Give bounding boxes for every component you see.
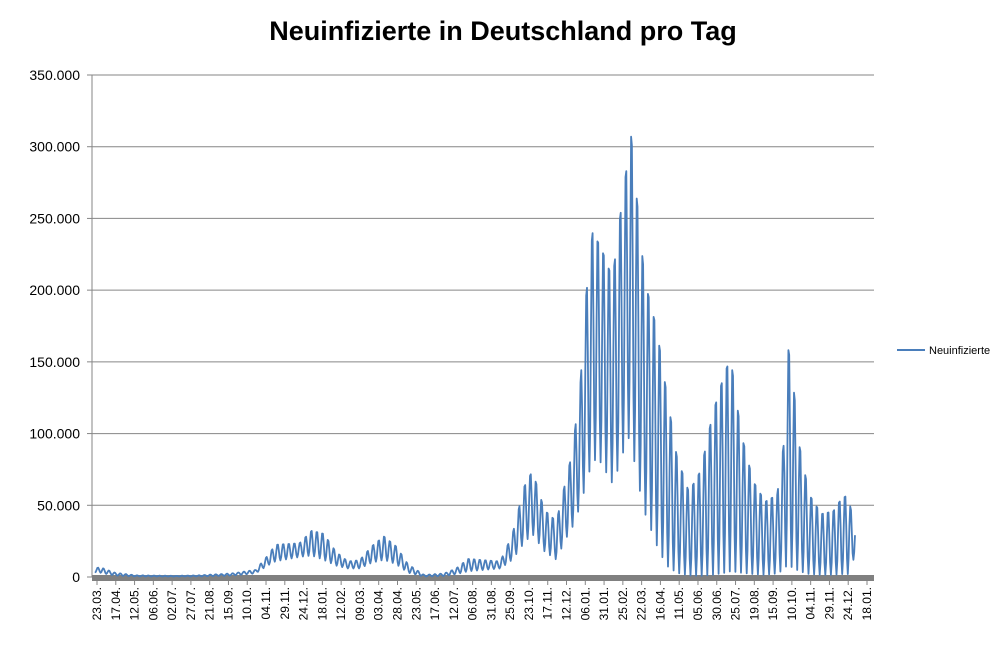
y-tick-label: 50.000 bbox=[37, 497, 80, 513]
gridlines bbox=[92, 74, 874, 506]
y-tick-label: 300.000 bbox=[29, 139, 80, 155]
x-tick-label: 03.04. bbox=[372, 587, 386, 620]
x-tick-label: 12.02. bbox=[334, 587, 348, 620]
x-tick-label: 24.12. bbox=[297, 587, 311, 620]
x-tick-label: 12.07. bbox=[447, 587, 461, 620]
x-tick-label: 23.10. bbox=[522, 587, 536, 620]
x-tick-label: 10.10. bbox=[240, 587, 254, 620]
plot-background bbox=[92, 75, 874, 577]
y-tick-label: 350.000 bbox=[29, 67, 80, 83]
x-tick-label: 19.08. bbox=[747, 587, 761, 620]
x-tick-label: 23.03. bbox=[90, 587, 104, 620]
y-tick-label: 200.000 bbox=[29, 282, 80, 298]
x-tick-label: 04.11. bbox=[259, 587, 273, 619]
y-tick-label: 150.000 bbox=[29, 354, 80, 370]
series-line-neuinfizierte bbox=[94, 135, 856, 578]
x-tick-label: 25.02. bbox=[616, 587, 630, 620]
x-tick-label: 21.08. bbox=[203, 587, 217, 620]
x-tick-label: 16.04. bbox=[653, 587, 667, 620]
x-tick-label: 30.06. bbox=[710, 587, 724, 620]
y-tick-label: 100.000 bbox=[29, 426, 80, 442]
x-tick-label: 02.07. bbox=[165, 587, 179, 620]
x-tick-label: 17.06. bbox=[428, 587, 442, 620]
x-axis: 23.03. 17.04. 12.05. 06.06. 02.07. 27.07. 21.0… bbox=[90, 575, 874, 620]
x-tick-label: 09.03. bbox=[353, 587, 367, 620]
x-tick-label: 12.12. bbox=[560, 587, 574, 620]
x-tick-label: 05.06. bbox=[691, 587, 705, 620]
x-tick-label: 25.07. bbox=[729, 587, 743, 620]
x-tick-label: 22.03. bbox=[635, 587, 649, 620]
x-tick-label: 27.07. bbox=[184, 587, 198, 620]
chart-title: Neuinfizierte in Deutschland pro Tag bbox=[269, 16, 737, 46]
y-tick-label: 0 bbox=[72, 569, 80, 585]
legend-label: Neuinfizierte bbox=[929, 345, 990, 357]
y-tick-label: 250.000 bbox=[29, 210, 80, 226]
x-tick-label: 25.09. bbox=[503, 587, 517, 620]
x-tick-label: 29.11. bbox=[822, 587, 836, 619]
series-layer bbox=[94, 135, 856, 578]
x-tick-label: 31.08. bbox=[484, 587, 498, 620]
x-tick-label: 29.11. bbox=[278, 587, 292, 619]
x-tick-label: 17.04. bbox=[109, 587, 123, 620]
x-tick-label: 28.04. bbox=[390, 587, 404, 620]
x-axis-line bbox=[92, 575, 874, 581]
x-tick-label: 06.01. bbox=[578, 587, 592, 620]
x-tick-label: 31.01. bbox=[597, 587, 611, 620]
x-tick-label: 17.11. bbox=[541, 587, 555, 619]
x-tick-label: 04.11. bbox=[804, 587, 818, 619]
x-tick-label: 12.05. bbox=[128, 587, 142, 620]
x-tick-label: 06.08. bbox=[466, 587, 480, 620]
x-tick-label: 18.01. bbox=[860, 587, 874, 620]
x-tick-label: 15.09. bbox=[221, 587, 235, 620]
x-tick-label: 06.06. bbox=[146, 587, 160, 620]
y-axis: 0 50.000 100.000 150.000 200.000 250.000 300.0… bbox=[29, 67, 93, 585]
x-tick-label: 15.09. bbox=[766, 587, 780, 620]
legend: Neuinfizierte bbox=[897, 345, 990, 357]
x-tick-label: 23.05. bbox=[409, 587, 423, 620]
x-tick-label: 18.01. bbox=[315, 587, 329, 620]
x-tick-label: 10.10. bbox=[785, 587, 799, 620]
x-tick-label: 11.05. bbox=[672, 587, 686, 619]
x-tick-label: 24.12. bbox=[841, 587, 855, 620]
